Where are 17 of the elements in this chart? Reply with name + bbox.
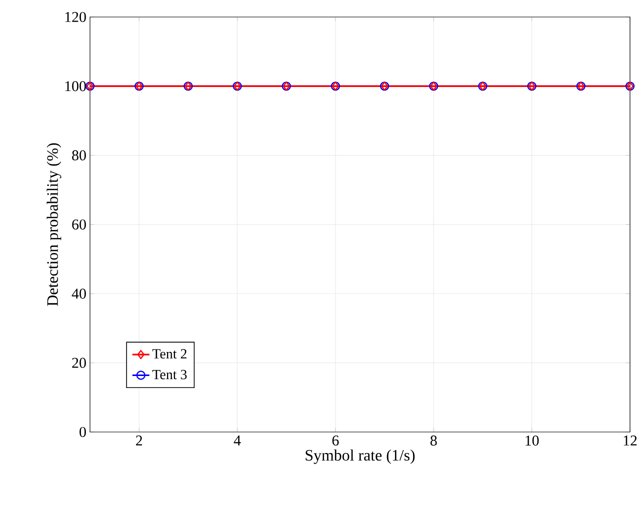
x-tick-label: 12 bbox=[624, 436, 637, 446]
x-tick-label: 10 bbox=[526, 436, 539, 446]
y-tick-label: 20 bbox=[72, 358, 86, 368]
y-tick-label: 100 bbox=[65, 81, 86, 92]
legend-label: Tent 3 bbox=[152, 370, 187, 380]
y-tick-label: 80 bbox=[72, 150, 86, 160]
x-tick-label: 2 bbox=[136, 436, 142, 446]
x-tick-label: 6 bbox=[332, 436, 339, 446]
x-tick-label: 8 bbox=[430, 436, 437, 446]
legend-label: Tent 2 bbox=[152, 349, 186, 359]
y-tick-label: 120 bbox=[65, 12, 86, 22]
y-axis-title: Detection probability (%) bbox=[46, 143, 62, 306]
y-tick-label: 60 bbox=[72, 219, 86, 230]
y-tick-label: 0 bbox=[80, 426, 86, 438]
x-tick-label: 4 bbox=[234, 436, 241, 446]
y-tick-label: 40 bbox=[72, 288, 86, 299]
x-axis-title: Symbol rate (1/s) bbox=[306, 449, 415, 464]
